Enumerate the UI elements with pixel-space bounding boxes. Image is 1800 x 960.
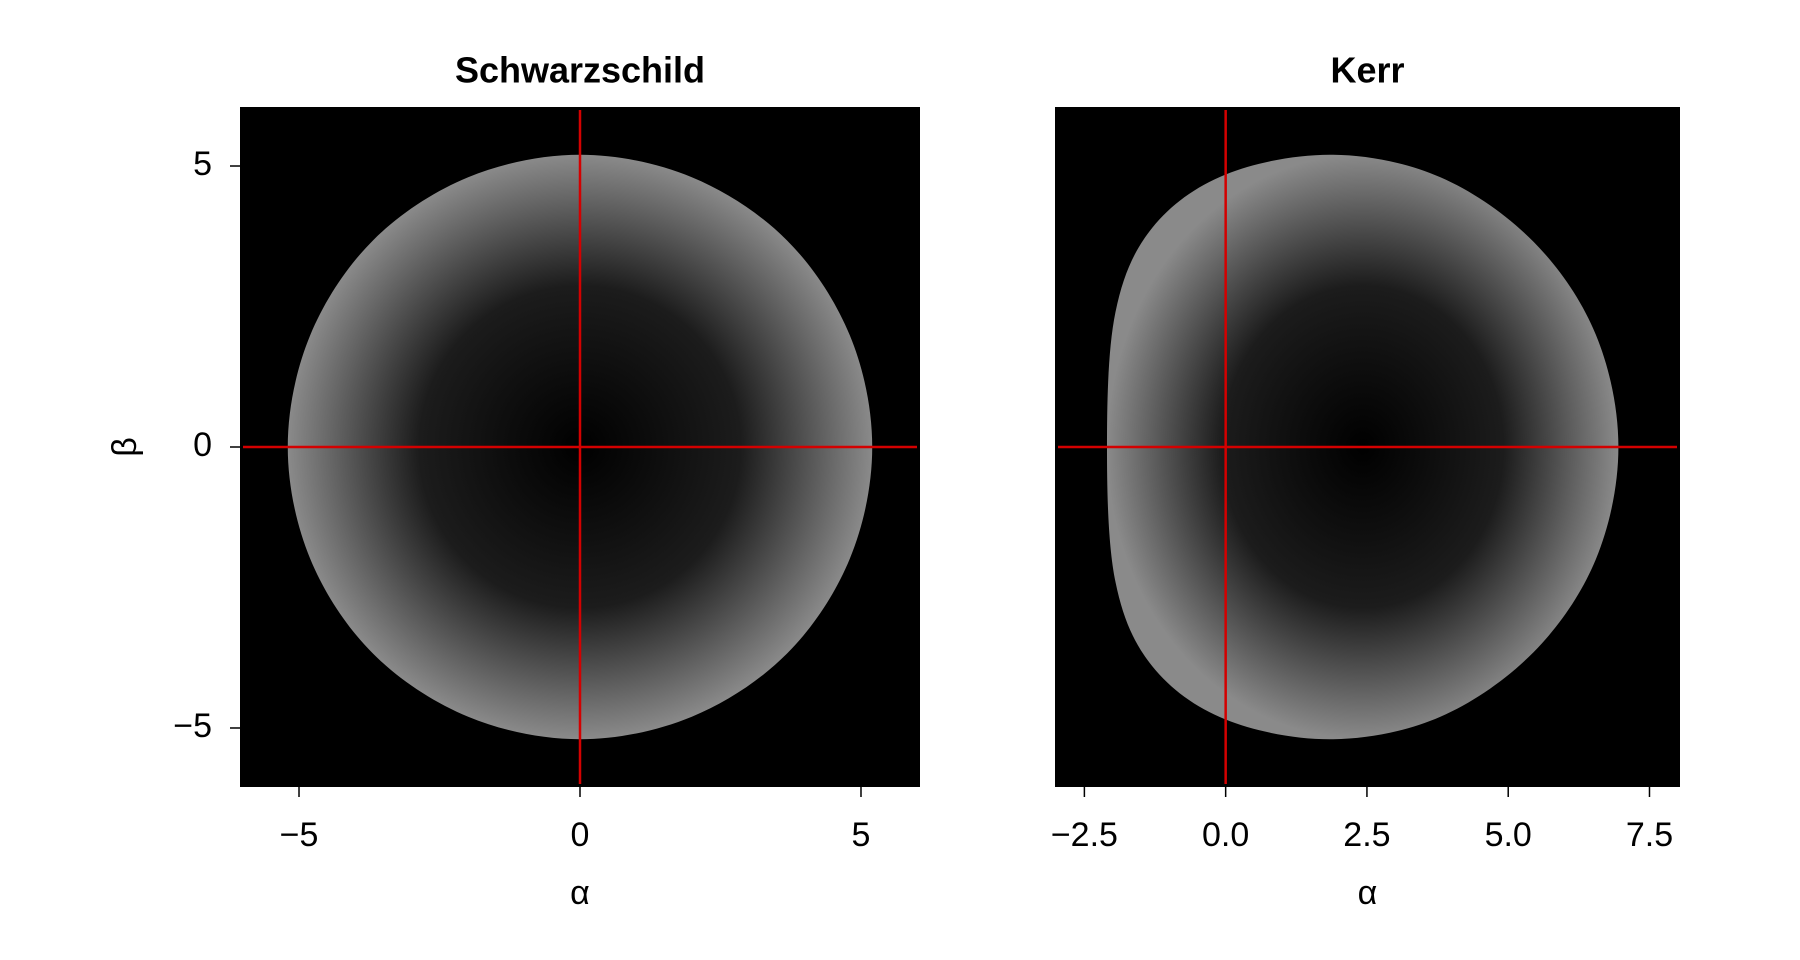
x-tick-label: 0 <box>571 816 590 854</box>
x-axis-label: α <box>1358 874 1378 912</box>
x-tick-label: −5 <box>280 816 319 854</box>
x-tick-label: −2.5 <box>1051 816 1118 854</box>
y-tick-label: 5 <box>193 145 212 183</box>
y-axis-label: β <box>106 437 144 457</box>
x-tick-label: 5.0 <box>1485 816 1532 854</box>
x-tick-label: 0.0 <box>1202 816 1249 854</box>
chart-title: Schwarzschild <box>455 50 705 91</box>
x-tick-label: 7.5 <box>1626 816 1673 854</box>
x-tick-label: 2.5 <box>1343 816 1390 854</box>
chart-title: Kerr <box>1330 50 1404 91</box>
x-axis-label: α <box>570 874 590 912</box>
x-tick-label: 5 <box>852 816 871 854</box>
y-tick-label: −5 <box>173 707 212 745</box>
y-tick-label: 0 <box>193 426 212 464</box>
